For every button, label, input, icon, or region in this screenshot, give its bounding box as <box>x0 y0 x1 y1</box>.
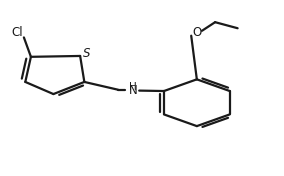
Text: N: N <box>129 84 137 97</box>
Text: S: S <box>83 47 91 60</box>
Text: Cl: Cl <box>11 26 23 39</box>
Text: H: H <box>129 82 137 92</box>
Text: O: O <box>192 26 201 39</box>
